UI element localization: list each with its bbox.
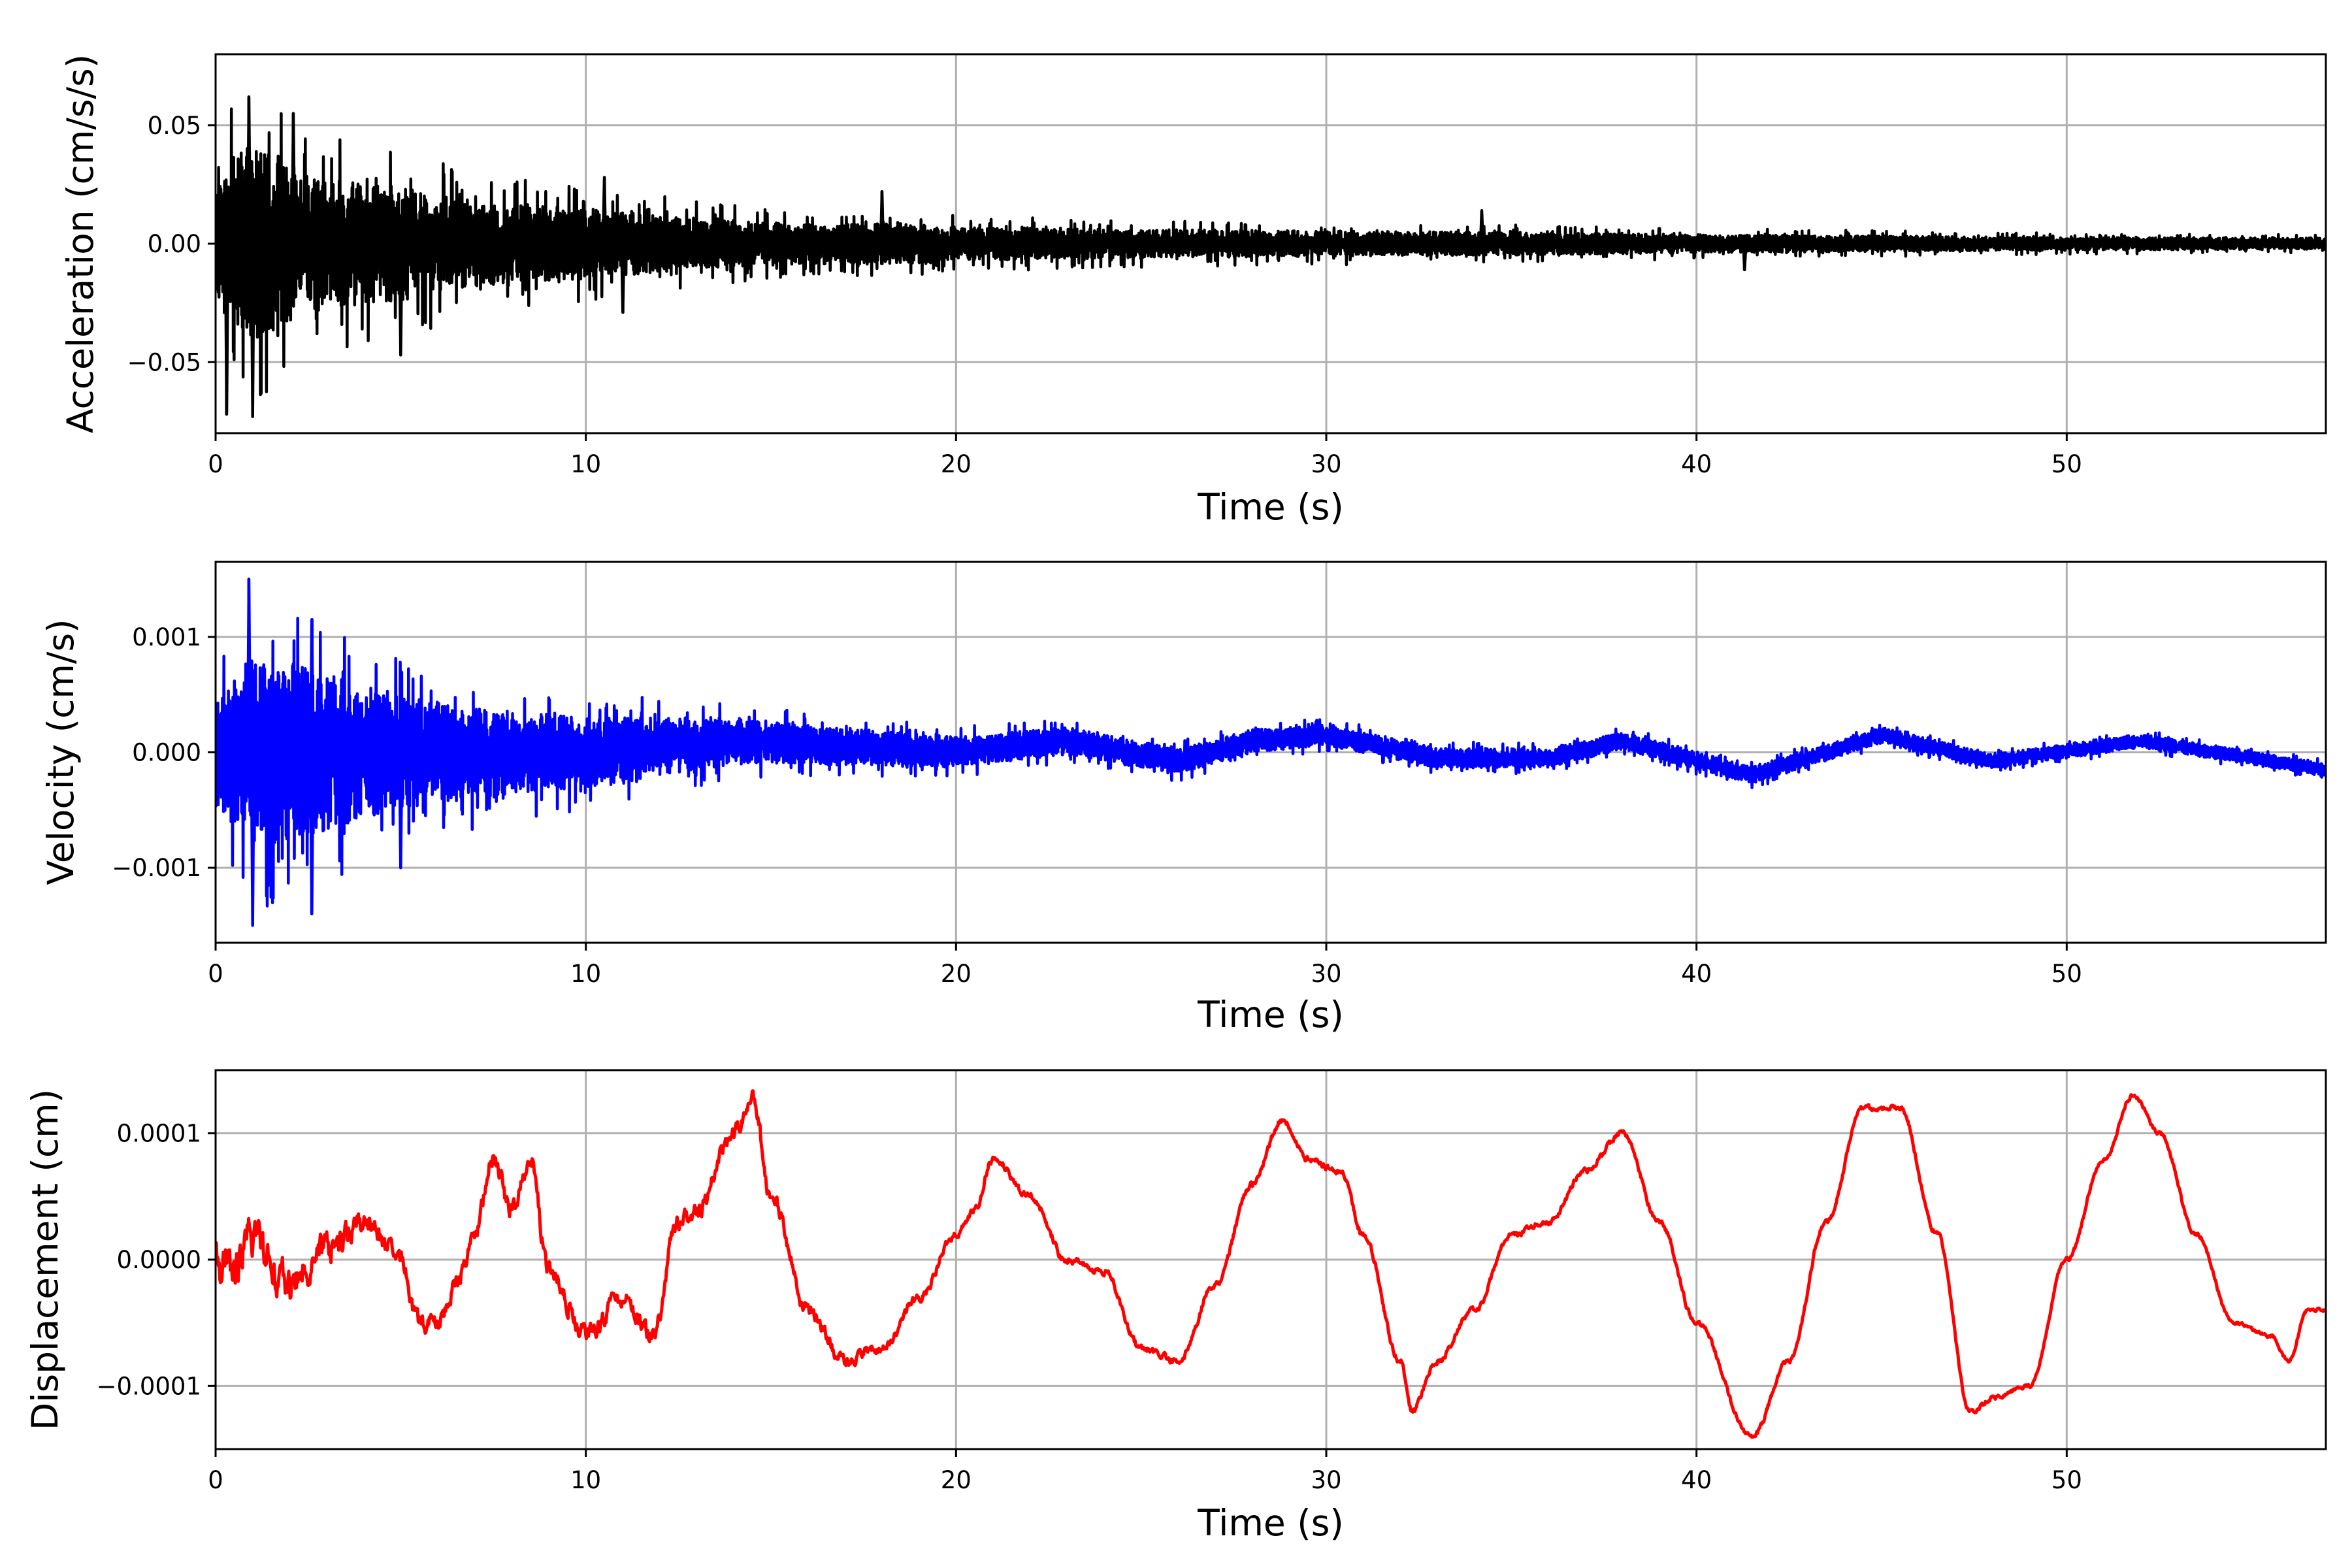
x-tick-label: 50 [2051,450,2082,478]
x-tick-label: 0 [208,960,223,988]
y-tick-label: 0.0000 [117,1246,201,1274]
x-tick-label: 40 [1681,960,1712,988]
x-tick-label: 10 [570,450,601,478]
y-tick-label: −0.05 [127,348,201,376]
y-tick-label: 0.00 [148,230,201,258]
displacement-grid [214,1070,2326,1449]
y-tick-label: 0.000 [132,739,201,767]
y-tick-label: 0.05 [148,112,201,140]
y-tick-label: 0.0001 [117,1120,201,1148]
x-tick-label: 10 [570,1466,601,1494]
acceleration-panel: 0 10 20 30 40 50 −0.05 0.00 0.05 Time (s) Accele… [59,53,2327,528]
displacement-ticks: 0 10 20 30 40 50 −0.0001 0.0000 0.0001 [97,1120,2082,1494]
x-tick-label: 30 [1311,960,1341,988]
displacement-x-axis-label: Time (s) [1197,1502,1344,1544]
x-tick-label: 40 [1681,1466,1712,1494]
x-tick-label: 50 [2051,960,2082,988]
x-tick-label: 0 [208,450,223,478]
x-tick-label: 30 [1311,450,1341,478]
x-tick-label: 50 [2051,1466,2082,1494]
x-tick-label: 20 [941,960,972,988]
y-tick-label: −0.0001 [97,1372,201,1400]
velocity-ticks: 0 10 20 30 40 50 −0.001 0.000 0.001 [112,623,2082,988]
x-tick-label: 10 [570,960,601,988]
x-tick-label: 20 [941,1466,972,1494]
x-tick-label: 0 [208,1466,223,1494]
acceleration-x-axis-label: Time (s) [1197,486,1344,528]
y-tick-label: 0.001 [132,623,201,651]
velocity-y-axis-label: Velocity (cm/s) [40,619,82,885]
x-tick-label: 40 [1681,450,1712,478]
velocity-x-axis-label: Time (s) [1197,994,1344,1036]
acceleration-series-line [216,95,2326,418]
x-tick-label: 30 [1311,1466,1341,1494]
y-tick-label: −0.001 [112,854,201,882]
displacement-series-line [216,1089,2326,1439]
displacement-y-axis-label: Displacement (cm) [24,1089,66,1430]
x-tick-label: 20 [941,450,972,478]
velocity-series-line [216,578,2326,927]
acceleration-ticks: 0 10 20 30 40 50 −0.05 0.00 0.05 [127,112,2082,478]
acceleration-y-axis-label: Acceleration (cm/s/s) [59,54,101,433]
velocity-panel: 0 10 20 30 40 50 −0.001 0.000 0.001 Time (s) Vel… [40,561,2327,1036]
